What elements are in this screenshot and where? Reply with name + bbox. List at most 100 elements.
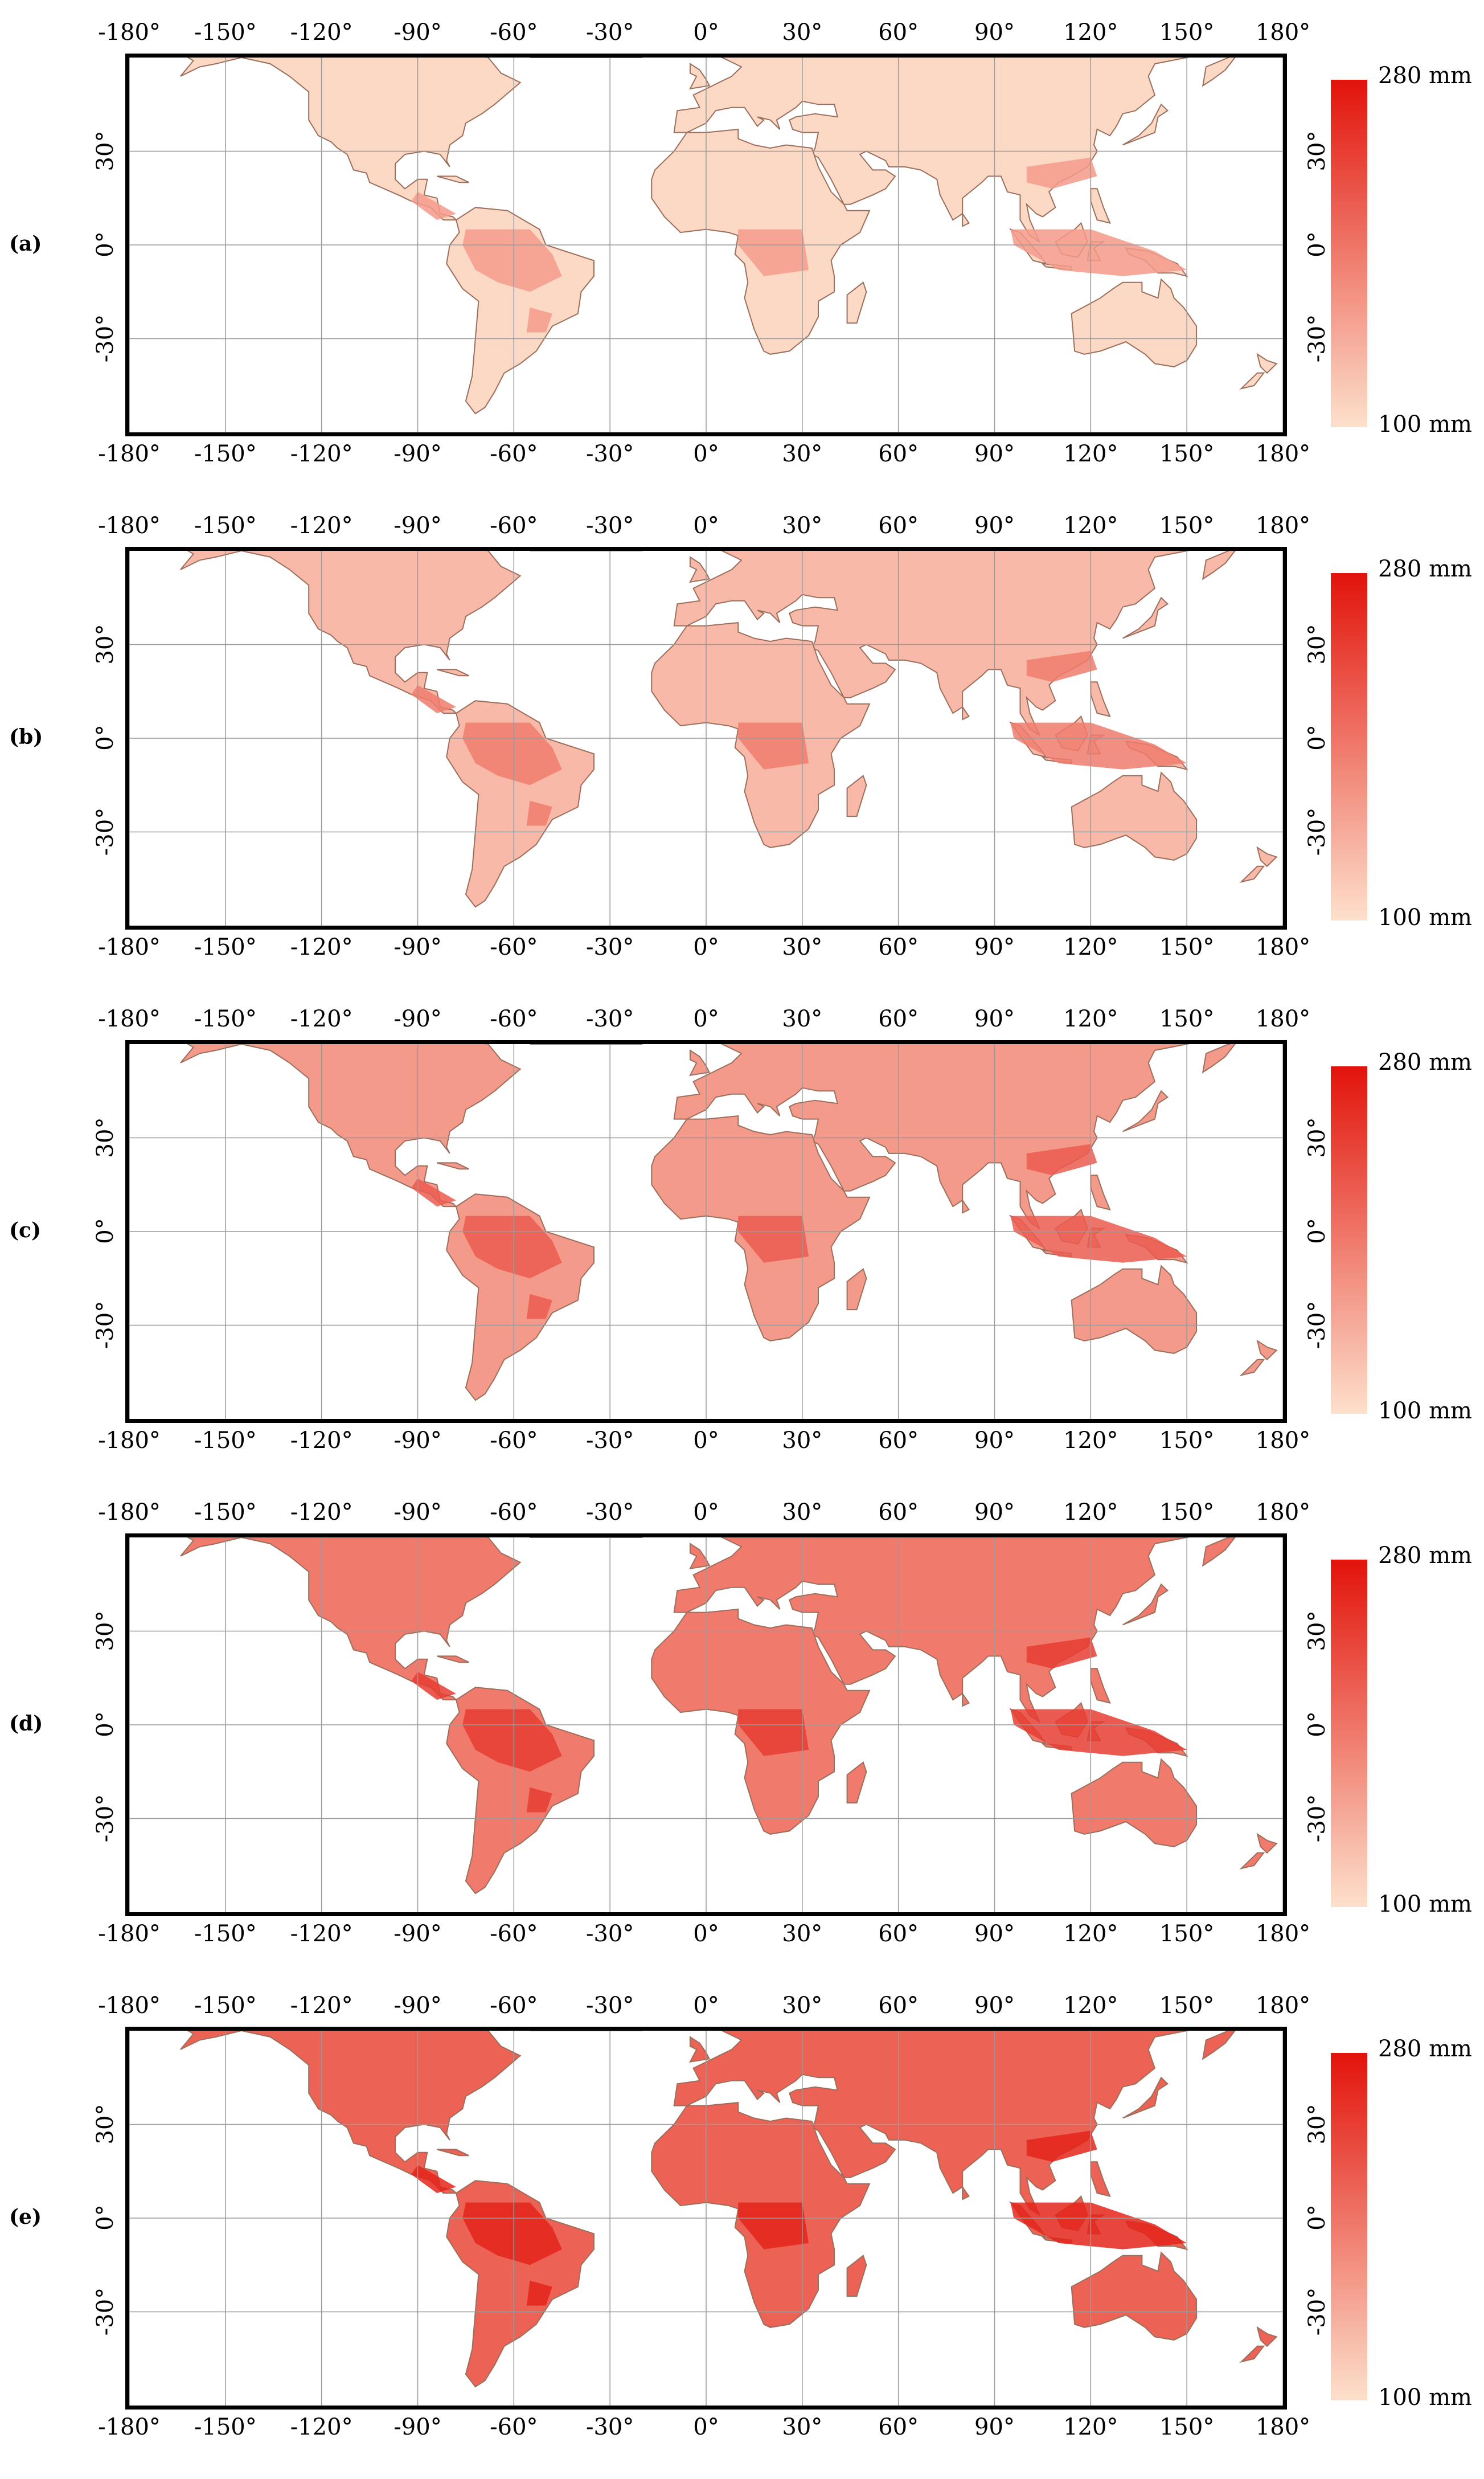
landmass-northAmerica (180, 58, 522, 221)
y-tick-label: -30° (1304, 1794, 1330, 1842)
landmass-sriLanka (962, 2185, 970, 2200)
landmass-nzNorth (1256, 2326, 1278, 2347)
rainfall-hotspot (1010, 1709, 1187, 1756)
landmass-japan (1122, 2076, 1169, 2119)
rainfall-hotspot (1026, 1144, 1097, 1176)
rainfall-hotspot (738, 2202, 809, 2249)
rainfall-hotspot (1026, 1637, 1097, 1669)
x-tick-label: -30° (585, 441, 634, 467)
rainfall-hotspot (411, 1178, 456, 1207)
rainfall-hotspot (411, 685, 456, 714)
x-tick-label: 120° (1063, 1921, 1118, 1947)
x-tick-label: -60° (490, 1006, 538, 1032)
x-tick-label: -60° (490, 1499, 538, 1525)
landmass-nzNorth (1256, 1832, 1278, 1854)
y-tick-label: -30° (1304, 807, 1330, 856)
colorbar (1331, 2053, 1367, 2400)
map-frame (125, 1533, 1287, 1916)
y-tick-label: -30° (1304, 1300, 1330, 1349)
x-tick-label: -120° (290, 441, 353, 467)
rainfall-hotspot (526, 1294, 552, 1319)
landmass-cuba (437, 2149, 469, 2157)
x-tick-label: 150° (1159, 19, 1215, 46)
map-svg (129, 58, 1283, 432)
rainfall-hotspot (738, 722, 809, 770)
landmass-uk (689, 556, 711, 583)
x-tick-label: 30° (782, 1921, 823, 1947)
x-tick-label: -30° (585, 1427, 634, 1454)
landmass-madagascar (846, 775, 867, 817)
rainfall-hotspot (526, 800, 552, 826)
x-tick-label: -120° (290, 19, 353, 46)
x-tick-label: 90° (974, 1921, 1015, 1947)
rainfall-hotspot (1010, 2202, 1187, 2249)
x-tick-label: -180° (98, 1499, 161, 1525)
landmass-philippines (1090, 1668, 1111, 1704)
landmass-sriLanka (962, 211, 970, 227)
x-tick-label: 0° (693, 441, 719, 467)
x-tick-label: 150° (1159, 934, 1215, 960)
x-tick-label: 90° (974, 2414, 1015, 2440)
x-tick-label: 0° (693, 1006, 719, 1032)
x-tick-label: -90° (393, 2414, 442, 2440)
landmass-sriLanka (962, 705, 970, 721)
x-tick-label: -150° (194, 1993, 257, 2019)
map-panel: (e) -180° -180° -150° -150° -120° -120° -90° -90… (0, 1986, 1484, 2479)
rainfall-hotspot (526, 2280, 552, 2306)
map-panel: (d) -180° -180° -150° -150° -120° -120° -90° -90… (0, 1492, 1484, 1986)
y-tick-label: 0° (92, 725, 118, 751)
map-svg (129, 551, 1283, 926)
y-tick-label: 0° (92, 231, 118, 257)
x-tick-label: -180° (98, 1006, 161, 1032)
y-tick-label: 30° (92, 130, 118, 171)
x-tick-label: -30° (585, 1499, 634, 1525)
x-tick-label: -180° (98, 1427, 161, 1454)
x-tick-label: 60° (878, 1993, 919, 2019)
landmass-sriLanka (962, 1198, 970, 1214)
colorbar (1331, 1066, 1367, 1414)
y-tick-label: 0° (92, 1218, 118, 1244)
landmass-cuba (437, 1655, 469, 1663)
x-tick-label: 30° (782, 1006, 823, 1032)
landmass-sriLanka (962, 1691, 970, 1707)
x-tick-label: -60° (490, 1427, 538, 1454)
x-tick-label: 120° (1063, 934, 1118, 960)
y-tick-label: -30° (92, 1794, 118, 1842)
x-tick-label: -30° (585, 2414, 634, 2440)
landmass-cuba (437, 669, 469, 677)
colorbar-min-label: 100 mm (1378, 905, 1472, 931)
colorbar-min-label: 100 mm (1378, 1891, 1472, 1917)
landmass-madagascar (846, 1268, 867, 1311)
y-tick-label: 0° (1304, 2204, 1330, 2231)
landmass-nzNorth (1256, 353, 1278, 374)
x-tick-label: 90° (974, 1427, 1015, 1454)
landmass-cuba (437, 1162, 469, 1170)
x-tick-label: 150° (1159, 1499, 1215, 1525)
x-tick-label: -120° (290, 2414, 353, 2440)
y-tick-label: -30° (1304, 2287, 1330, 2335)
x-tick-label: -30° (585, 513, 634, 539)
map-svg (129, 1044, 1283, 1419)
landmass-uk (689, 1543, 711, 1570)
x-tick-label: -120° (290, 1993, 353, 2019)
x-tick-label: -180° (98, 513, 161, 539)
x-tick-label: -120° (290, 1006, 353, 1032)
x-tick-label: 120° (1063, 1499, 1118, 1525)
rainfall-hotspot (1026, 651, 1097, 682)
x-tick-label: 120° (1063, 2414, 1118, 2440)
x-tick-label: -150° (194, 1921, 257, 1947)
x-tick-label: 0° (693, 1921, 719, 1947)
y-tick-label: 0° (1304, 1218, 1330, 1244)
rainfall-hotspot (738, 229, 809, 276)
y-tick-label: 30° (1304, 624, 1330, 664)
x-tick-label: -150° (194, 19, 257, 46)
landmass-uk (689, 63, 711, 90)
x-tick-label: 180° (1255, 1006, 1311, 1032)
landmass-northAmerica (180, 1537, 522, 1701)
x-tick-label: 150° (1159, 1006, 1215, 1032)
x-tick-label: -150° (194, 441, 257, 467)
x-tick-label: -120° (290, 513, 353, 539)
x-tick-label: -90° (393, 1499, 442, 1525)
landmass-uk (689, 2036, 711, 2063)
x-tick-label: 150° (1159, 1921, 1215, 1947)
